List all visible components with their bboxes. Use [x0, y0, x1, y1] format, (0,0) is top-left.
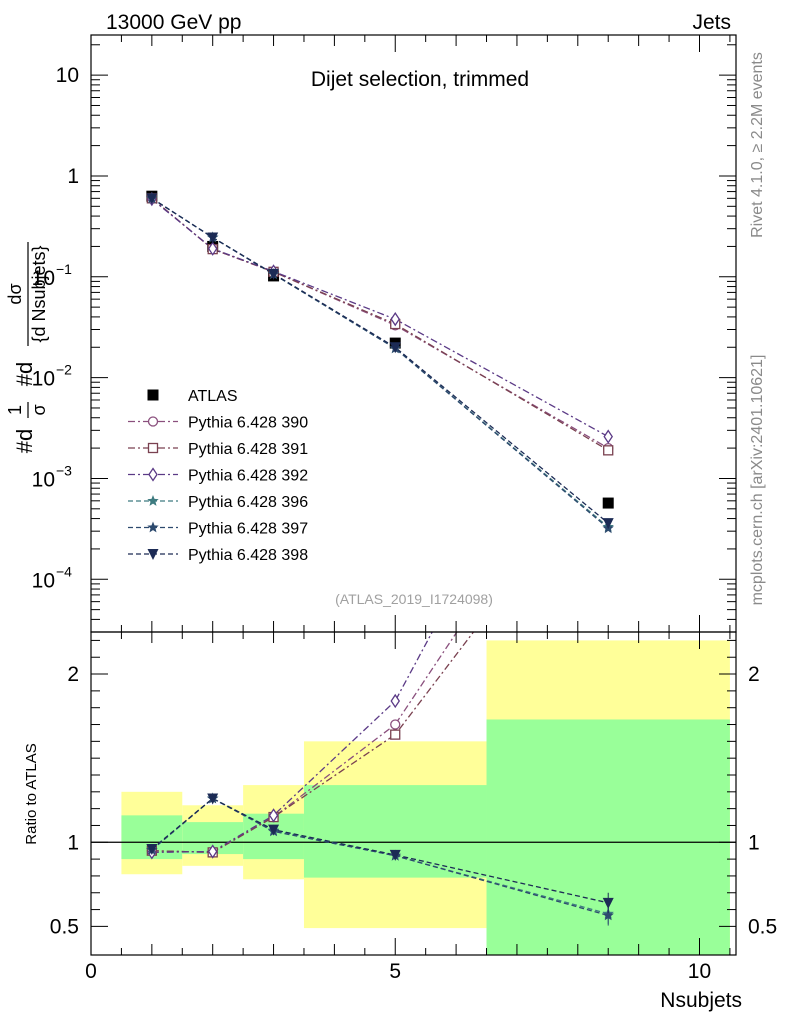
main-series-line [151, 197, 609, 449]
ratio-frame [90, 631, 737, 956]
ylabel-part-d: #d [12, 362, 37, 386]
legend-label: Pythia 6.428 392 [188, 468, 308, 485]
legend-marker [147, 389, 159, 401]
ratio-data-point [390, 693, 401, 709]
ylabel-part-f: {d Nsubjets} [29, 245, 49, 342]
ratio-data-point [389, 849, 401, 861]
ratio-ytick-label-right: 1 [748, 831, 760, 854]
ratio-ytick-label-left: 0.5 [50, 915, 79, 938]
main-ytick-label-base: 10 [32, 569, 55, 592]
main-data-point [603, 429, 613, 444]
main-ylabel: #d #d 1 σ dσ {d Nsubjets} [5, 242, 49, 453]
ratio-data-point [207, 844, 218, 859]
main-data-point [207, 232, 219, 244]
ratio-data-point [207, 793, 219, 805]
ratio-data-point [268, 824, 280, 836]
main-data-point [268, 268, 280, 280]
ratio-ticks: 0.5 0.5 1 1 2 2 0 5 10 [50, 35, 777, 983]
side-label-mcplots: mcplots.cern.ch [arXiv:2401.10621] [749, 355, 766, 606]
x-tick-label: 5 [389, 960, 401, 983]
main-ytick-label: 1 [67, 165, 79, 188]
main-ytick-label-exp: −4 [56, 563, 72, 579]
x-tick-label: 10 [688, 960, 711, 983]
legend-label: ATLAS [188, 388, 238, 405]
ratio-data-point [390, 719, 401, 730]
ratio-ylabel: Ratio to ATLAS [23, 743, 40, 844]
main-data-point [207, 241, 218, 256]
main-data-point [390, 311, 401, 327]
legend-label: Pythia 6.428 396 [188, 494, 308, 511]
ratio-panel: 0.5 0.5 1 1 2 2 0 5 10 Ratio to ATLAS Nsubjets [23, 35, 777, 1012]
header-right: Jets [692, 11, 731, 34]
ratio-data-point [604, 298, 612, 310]
main-series-line [151, 197, 609, 451]
main-data-point [602, 497, 614, 509]
legend-label: Pythia 6.428 398 [188, 547, 308, 564]
band-stat [303, 785, 487, 878]
main-series-line [151, 198, 609, 438]
analysis-label: (ATLAS_2019_I1724098) [335, 591, 493, 607]
main-ytick-label-base: 10 [32, 267, 55, 290]
ratio-data-point [602, 897, 614, 909]
legend: ATLAS Pythia 6.428 390 Pythia 6.428 391 Pyt… [128, 388, 308, 564]
legend-marker [147, 442, 159, 454]
main-frame [90, 34, 737, 633]
main-ytick-label-exp: −1 [56, 261, 72, 277]
legend-label: Pythia 6.428 390 [188, 415, 308, 432]
main-data-point [146, 193, 158, 205]
main-series-group [146, 190, 614, 534]
ylabel-part-b: 1 [5, 405, 25, 415]
ratio-ytick-label-right: 2 [748, 663, 760, 686]
legend-marker [147, 549, 159, 560]
ratio-ytick-label-right: 0.5 [748, 915, 777, 938]
legend-marker [148, 467, 158, 482]
ratio-ytick-label-left: 1 [67, 831, 79, 854]
legend-marker [147, 495, 159, 506]
main-ytick-label-exp: −3 [56, 462, 72, 478]
ratio-data-point [390, 729, 401, 740]
svg-text:#d #d: #d #d [12, 362, 37, 454]
side-label-rivet: Rivet 4.1.0, ≥ 2.2M events [749, 52, 766, 238]
ratio-ytick-label-left: 2 [67, 663, 79, 686]
main-ytick-label-exp: −2 [56, 362, 72, 378]
ratio-bands [121, 640, 730, 955]
legend-marker [147, 521, 159, 533]
ratio-data-point [602, 909, 614, 921]
ratio-data-point [268, 808, 279, 823]
main-title: Dijet selection, trimmed [311, 68, 529, 91]
ylabel-part-c: σ [29, 404, 49, 415]
x-axis-label: Nsubjets [660, 989, 742, 1012]
main-series-line [151, 197, 609, 524]
x-tick-label: 0 [85, 960, 97, 983]
main-data-point [602, 518, 614, 530]
legend-label: Pythia 6.428 391 [188, 441, 308, 458]
ylabel-part-e: dσ [5, 283, 25, 304]
legend-label: Pythia 6.428 397 [188, 521, 308, 538]
header-left: 13000 GeV pp [106, 11, 241, 34]
ratio-data-point [146, 844, 158, 856]
main-ytick-label: 10 [56, 64, 79, 87]
main-ytick-label-base: 10 [32, 468, 55, 491]
ylabel-part-a: #d [12, 429, 37, 453]
main-data-point [603, 445, 614, 456]
main-ytick-label-base: 10 [32, 368, 55, 391]
ratio-data-point [604, 400, 613, 409]
legend-marker [147, 416, 159, 427]
ratio-series-group [146, 298, 614, 926]
main-data-point [389, 342, 401, 354]
